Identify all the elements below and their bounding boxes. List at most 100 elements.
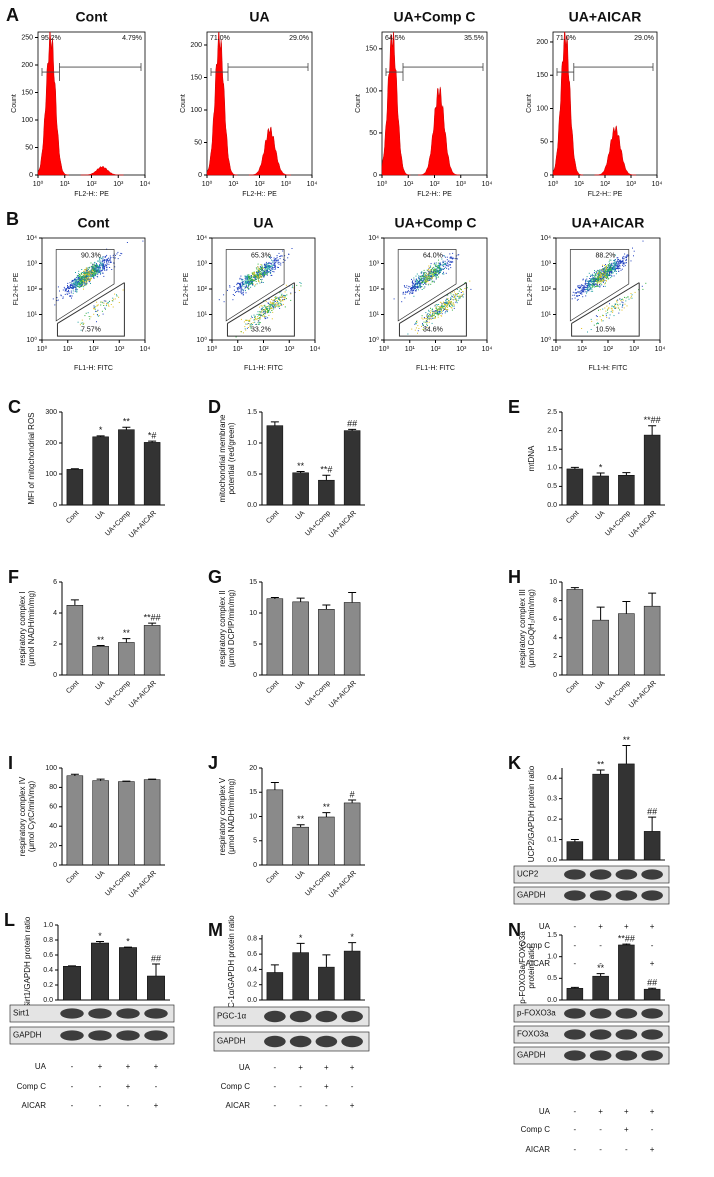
event-dot	[240, 276, 241, 277]
gate-label: 64.5%	[385, 35, 405, 42]
event-dot	[412, 281, 413, 282]
event-dot	[88, 312, 89, 313]
event-dot	[455, 293, 456, 294]
event-dot	[90, 274, 91, 275]
event-dot	[260, 264, 261, 265]
event-dot	[113, 255, 114, 256]
event-dot	[610, 275, 611, 276]
event-dot	[265, 265, 266, 266]
bar	[93, 781, 109, 865]
significance-label: *	[599, 462, 603, 472]
event-dot	[280, 258, 281, 259]
event-dot	[281, 295, 282, 296]
event-dot	[247, 324, 248, 325]
event-dot	[257, 314, 258, 315]
event-dot	[461, 289, 462, 290]
event-dot	[426, 316, 427, 317]
error-bar	[648, 817, 656, 831]
event-dot	[276, 262, 277, 263]
event-dot	[285, 260, 286, 261]
y-axis-label: (μmol NADH/min/mg)	[27, 590, 36, 667]
event-dot	[258, 322, 259, 323]
event-dot	[432, 273, 433, 274]
condition-sign: +	[624, 1125, 629, 1134]
event-dot	[589, 273, 590, 274]
event-dot	[262, 310, 263, 311]
event-dot	[597, 283, 598, 284]
x-tick-label: UA	[295, 680, 307, 692]
event-dot	[617, 300, 618, 301]
event-dot	[610, 314, 611, 315]
event-dot	[417, 287, 418, 288]
event-dot	[427, 314, 428, 315]
condition-sign: -	[71, 1082, 74, 1091]
event-dot	[98, 271, 99, 272]
event-dot	[429, 280, 430, 281]
blot-band	[60, 1030, 84, 1040]
event-dot	[446, 306, 447, 307]
error-bar	[622, 473, 630, 476]
event-dot	[106, 261, 107, 262]
condition-sign: -	[574, 1107, 577, 1116]
event-dot	[412, 292, 413, 293]
event-dot	[99, 270, 100, 271]
event-dot	[271, 304, 272, 305]
event-dot	[446, 301, 447, 302]
event-dot	[100, 267, 101, 268]
event-dot	[270, 308, 271, 309]
condition-name: UA	[35, 1062, 47, 1071]
event-dot	[89, 280, 90, 281]
event-dot	[604, 265, 605, 266]
event-dot	[437, 269, 438, 270]
event-dot	[433, 274, 434, 275]
event-dot	[411, 289, 412, 290]
condition-name: UA	[539, 1107, 551, 1116]
event-dot	[437, 266, 438, 267]
event-dot	[433, 267, 434, 268]
event-dot	[577, 286, 578, 287]
event-dot	[261, 311, 262, 312]
event-dot	[68, 291, 69, 292]
event-dot	[627, 297, 628, 298]
gate-bracket	[211, 63, 308, 81]
event-dot	[593, 277, 594, 278]
x-tick-label: 10²	[254, 181, 265, 188]
event-dot	[603, 273, 604, 274]
event-dot	[622, 261, 623, 262]
event-dot	[248, 277, 249, 278]
y-tick-label: 10¹	[541, 311, 552, 318]
panel-letter: E	[508, 397, 520, 417]
y-tick-label: 10¹	[369, 311, 380, 318]
event-dot	[442, 305, 443, 306]
event-dot	[439, 271, 440, 272]
event-dot	[428, 280, 429, 281]
blot-band	[116, 1030, 140, 1040]
event-dot	[264, 306, 265, 307]
event-dot	[108, 302, 109, 303]
bar	[144, 780, 160, 865]
error-bar	[348, 593, 356, 603]
event-dot	[599, 271, 600, 272]
panel-title: UA	[253, 215, 273, 231]
event-dot	[76, 277, 77, 278]
condition-sign: -	[274, 1063, 277, 1072]
x-axis-label: FL2-H:: PE	[242, 191, 277, 198]
y-axis-label: FL2-H: PE	[527, 272, 534, 305]
gate-label: 64.0%	[423, 253, 443, 260]
event-dot	[270, 301, 271, 302]
gate-label: 95.2%	[41, 35, 61, 42]
event-dot	[106, 265, 107, 266]
event-dot	[429, 311, 430, 312]
event-dot	[415, 281, 416, 282]
event-dot	[272, 304, 273, 305]
bar	[593, 620, 609, 675]
event-dot	[275, 307, 276, 308]
event-dot	[452, 253, 453, 254]
bar	[644, 831, 660, 860]
event-dot	[445, 263, 446, 264]
event-dot	[451, 307, 452, 308]
event-dot	[425, 279, 426, 280]
event-dot	[618, 308, 619, 309]
x-tick-label: 10²	[88, 346, 99, 353]
